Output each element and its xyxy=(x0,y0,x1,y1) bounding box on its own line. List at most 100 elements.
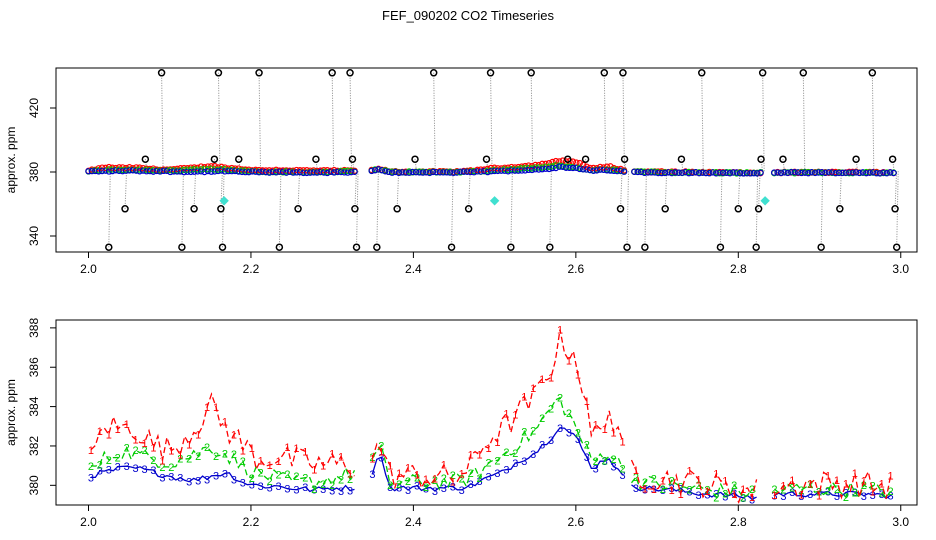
series-3-point xyxy=(446,169,454,176)
series-3-marker: 3 xyxy=(807,489,813,501)
outlier-connector xyxy=(258,72,262,172)
series-2-marker: 2 xyxy=(133,445,139,457)
flagged-point xyxy=(546,243,554,251)
series-1-point xyxy=(330,166,338,174)
series-3-point xyxy=(637,168,645,176)
series-2-marker: 2 xyxy=(789,483,795,495)
flagged-point xyxy=(563,155,572,163)
series-3-marker: 3 xyxy=(722,492,728,504)
series-2-marker: 2 xyxy=(222,449,228,461)
flagged-point xyxy=(836,205,844,213)
flagged-point xyxy=(799,69,808,77)
series-2-marker: 2 xyxy=(231,449,237,461)
series-3-marker: 3 xyxy=(97,466,103,478)
outlier-connector xyxy=(701,72,704,172)
flagged-point xyxy=(141,155,150,163)
series-2-marker: 2 xyxy=(477,473,483,485)
series-3-marker: 3 xyxy=(231,475,237,487)
series-3-point xyxy=(771,169,778,176)
top-x-tick-label: 2.4 xyxy=(405,262,422,276)
series-3-point xyxy=(416,169,423,176)
series-1-point xyxy=(511,164,519,171)
series-3-point xyxy=(327,168,334,175)
series-1-marker: 1 xyxy=(575,370,581,382)
outlier-connector xyxy=(664,171,668,209)
outlier-connector xyxy=(820,171,824,248)
flagged-point xyxy=(616,205,625,213)
top-x-tick-label: 2.2 xyxy=(243,262,260,276)
series-3-point xyxy=(95,168,102,175)
series-3-point xyxy=(272,169,280,176)
outlier-connector xyxy=(755,171,759,248)
series-3-marker: 3 xyxy=(816,486,822,498)
series-1-point xyxy=(549,158,556,166)
series-3-marker: 3 xyxy=(780,491,786,503)
series-1-marker: 1 xyxy=(548,373,554,385)
series-1-marker: 1 xyxy=(267,460,273,472)
series-3-point xyxy=(695,169,703,177)
series-1-marker: 1 xyxy=(338,451,344,463)
series-3-point xyxy=(423,169,430,176)
series-1-marker: 1 xyxy=(660,476,666,488)
series-2-marker: 2 xyxy=(450,470,456,482)
series-1-marker: 1 xyxy=(602,424,608,436)
series-2-marker: 2 xyxy=(888,486,894,498)
series-1-marker: 1 xyxy=(825,470,831,482)
series-3-point xyxy=(883,170,890,177)
series-3-point xyxy=(98,167,106,175)
series-3-marker: 3 xyxy=(633,483,639,495)
series-2-point xyxy=(552,161,560,169)
flagged-point xyxy=(312,155,320,163)
flagged-point xyxy=(619,69,627,77)
series-3-point xyxy=(368,167,375,175)
series-1-marker: 1 xyxy=(503,408,509,420)
series-2-marker: 2 xyxy=(115,453,121,465)
series-1-marker: 1 xyxy=(302,446,308,458)
series-2-marker: 2 xyxy=(275,470,281,482)
series-1-marker: 1 xyxy=(275,456,281,468)
series-3-point xyxy=(559,163,566,170)
series-3-point xyxy=(603,167,611,174)
flagged-point xyxy=(411,155,419,163)
series-3-point xyxy=(576,165,583,173)
outlier-connector xyxy=(892,159,895,172)
series-3-marker: 3 xyxy=(740,493,746,505)
top-y-axis-label: approx. ppm xyxy=(4,127,18,194)
series-3-point xyxy=(276,168,283,175)
series-3-point xyxy=(429,168,437,176)
series-3-marker: 3 xyxy=(124,461,130,473)
series-3-point xyxy=(440,169,447,176)
series-1-marker: 1 xyxy=(749,492,755,504)
series-3-marker: 3 xyxy=(177,473,183,485)
series-3-point xyxy=(214,167,222,175)
series-3-marker: 3 xyxy=(258,481,264,493)
series-1-marker: 1 xyxy=(231,430,237,442)
series-3-point xyxy=(453,169,461,176)
series-2-marker: 2 xyxy=(88,461,94,473)
series-2-marker: 2 xyxy=(695,480,701,492)
flagged-point xyxy=(393,205,401,213)
series-3-point xyxy=(249,168,256,175)
series-1-marker: 1 xyxy=(459,469,465,481)
series-1-point xyxy=(102,164,109,172)
series-3-point xyxy=(702,169,710,177)
series-3-point xyxy=(852,169,860,176)
series-3-point xyxy=(173,168,181,175)
flagged-point xyxy=(661,205,669,213)
series-3-marker: 3 xyxy=(503,465,509,477)
outlier-connector xyxy=(124,171,128,209)
series-1-point xyxy=(583,163,590,170)
series-3-marker: 3 xyxy=(704,489,710,501)
series-3-marker: 3 xyxy=(521,456,527,468)
series-2-marker: 2 xyxy=(557,393,563,405)
series-2-marker: 2 xyxy=(861,480,867,492)
flagged-point xyxy=(214,69,223,77)
series-3-point xyxy=(835,169,843,177)
series-1-line xyxy=(90,329,892,504)
series-2-marker: 2 xyxy=(329,480,335,492)
series-2-marker: 2 xyxy=(669,475,675,487)
flagged-point xyxy=(328,69,336,77)
series-1-point xyxy=(477,166,485,173)
series-1-marker: 1 xyxy=(378,447,384,459)
series-3-point xyxy=(682,168,689,176)
